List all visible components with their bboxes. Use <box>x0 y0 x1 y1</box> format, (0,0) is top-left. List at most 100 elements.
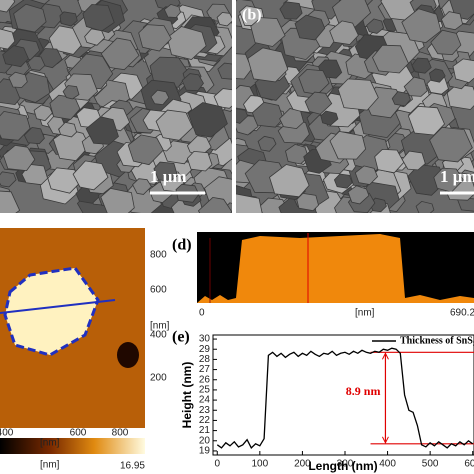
grain <box>52 129 90 162</box>
x-tick-label: 100 <box>251 459 268 470</box>
grain <box>236 193 263 213</box>
scale-label: 1 μm <box>150 167 187 186</box>
grain <box>304 91 333 115</box>
x-tick-label: 200 <box>294 459 311 470</box>
grain <box>33 104 53 122</box>
grain <box>153 161 178 182</box>
afm-x-tick: 400 <box>0 428 14 439</box>
panel-label: (d) <box>172 237 192 254</box>
grain <box>138 24 172 52</box>
grain <box>374 148 405 174</box>
grain <box>8 71 28 88</box>
grain <box>257 135 277 152</box>
afm-x-tick: 600 <box>70 428 87 439</box>
grain <box>0 110 31 141</box>
grain <box>186 150 213 172</box>
grain <box>407 164 447 196</box>
line-series <box>216 347 474 449</box>
x-tick-label: 600 <box>464 459 474 470</box>
grain <box>197 196 232 213</box>
grain <box>2 45 29 68</box>
grain <box>329 130 367 160</box>
y-tick-label: 27 <box>199 364 211 375</box>
grain <box>0 28 16 50</box>
grain <box>181 73 204 92</box>
afm-x-unit: [nm] <box>40 438 60 449</box>
profile-x-end: 690.2 <box>450 308 474 319</box>
grain <box>366 18 385 34</box>
grain <box>430 29 462 56</box>
grain <box>236 108 249 124</box>
grain <box>247 47 289 83</box>
grain <box>372 44 409 74</box>
grain <box>23 126 45 145</box>
x-tick-label: 0 <box>214 459 220 470</box>
grain <box>213 88 232 109</box>
grain <box>58 121 78 138</box>
grain <box>446 84 474 110</box>
grain <box>0 0 16 13</box>
y-tick-label: 22 <box>199 415 211 426</box>
grain <box>155 109 194 141</box>
grain <box>429 126 473 163</box>
grain <box>187 102 228 138</box>
grain <box>332 0 372 28</box>
panel-label: (b) <box>242 7 262 24</box>
grain <box>294 14 326 41</box>
grain <box>452 58 474 84</box>
y-tick-label: 28 <box>199 354 211 365</box>
grain <box>354 165 378 185</box>
grain <box>100 37 140 71</box>
y-tick-label: 21 <box>199 425 211 436</box>
y-tick-label: 24 <box>199 395 211 406</box>
grain <box>320 110 339 126</box>
afm-scan-line <box>0 299 116 314</box>
x-tick-label: 300 <box>337 459 354 470</box>
plot-frame <box>212 334 474 456</box>
profile-x-unit: [nm] <box>355 308 375 319</box>
afm-y-tick: 600 <box>150 285 167 296</box>
panel-label: (e) <box>172 329 190 346</box>
y-tick-label: 19 <box>199 446 211 457</box>
grain <box>127 134 164 166</box>
colorbar-max: 16.95 <box>120 461 145 472</box>
grain <box>150 89 170 106</box>
afm-outline <box>3 266 100 357</box>
y-tick-label: 20 <box>199 435 211 446</box>
profile-fill <box>197 234 474 303</box>
grain <box>84 28 106 46</box>
scale-label: 1 μm <box>440 167 474 186</box>
afm-y-unit: [nm] <box>150 321 170 332</box>
grain <box>59 11 78 27</box>
legend-label: Thickness of SnS₂ na <box>400 335 474 346</box>
x-tick-label: 400 <box>379 459 396 470</box>
arrow-head <box>381 352 389 444</box>
afm-y-tick: 800 <box>150 250 167 261</box>
y-tick-label: 26 <box>199 374 211 385</box>
afm-y-tick: 200 <box>150 373 167 384</box>
y-tick-label: 25 <box>199 385 211 396</box>
afm-x-tick: 800 <box>112 428 129 439</box>
x-axis-label: Length (nm) <box>308 459 377 473</box>
grain <box>85 116 119 145</box>
grain <box>21 163 49 186</box>
grain <box>72 160 109 191</box>
grain <box>403 76 428 97</box>
afm-flake <box>5 268 98 355</box>
grain <box>2 144 36 172</box>
grain <box>401 8 442 44</box>
y-tick-label: 29 <box>199 344 211 355</box>
annotation: 8.9 nm <box>346 384 381 398</box>
grain <box>415 200 435 213</box>
afm-particle <box>117 342 139 368</box>
grain <box>163 3 181 18</box>
x-tick-label: 500 <box>422 459 439 470</box>
grain <box>0 190 21 213</box>
grain <box>285 143 309 165</box>
grain <box>0 171 17 188</box>
grain <box>250 17 286 47</box>
grain <box>279 1 303 20</box>
y-axis-label: Height (nm) <box>180 362 194 429</box>
grain <box>411 57 432 74</box>
grain <box>217 62 232 80</box>
